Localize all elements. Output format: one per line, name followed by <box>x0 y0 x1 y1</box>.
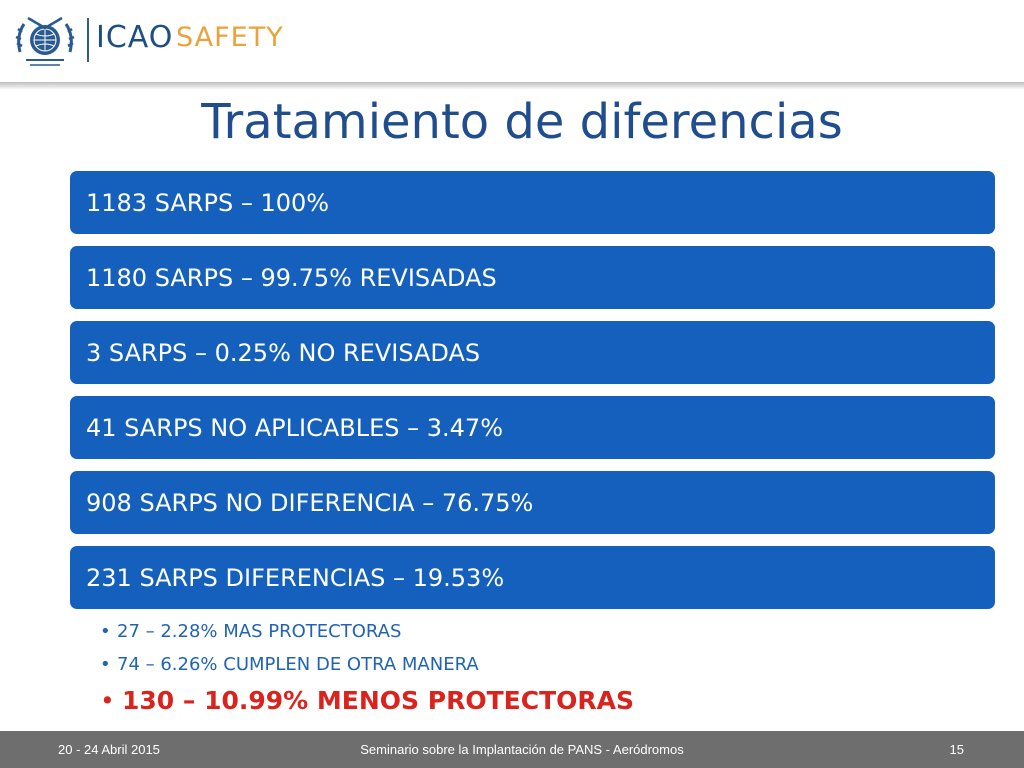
bullet-icon: • <box>100 686 115 715</box>
logo-divider <box>87 18 89 62</box>
differences-breakdown-list: • 27 – 2.28% MAS PROTECTORAS • 74 – 6.26% … <box>100 615 634 721</box>
list-item-text: 130 – 10.99% MENOS PROTECTORAS <box>122 686 634 715</box>
logo-safety-text: SAFETY <box>176 22 284 53</box>
footer-event: Seminario sobre la Implantación de PANS … <box>360 742 684 757</box>
slide-header: ICAO SAFETY <box>0 0 1024 82</box>
list-item: • 74 – 6.26% CUMPLEN DE OTRA MANERA <box>100 648 634 681</box>
bar-no-difference: 908 SARPS NO DIFERENCIA – 76.75% <box>70 471 995 534</box>
bullet-icon: • <box>100 621 111 642</box>
sarps-bar-list: 1183 SARPS – 100% 1180 SARPS – 99.75% RE… <box>70 171 995 621</box>
un-emblem-icon <box>15 16 75 66</box>
slide-footer: 20 - 24 Abril 2015 Seminario sobre la Im… <box>0 731 1024 768</box>
header-shadow <box>0 82 1024 90</box>
bar-differences: 231 SARPS DIFERENCIAS – 19.53% <box>70 546 995 609</box>
footer-date: 20 - 24 Abril 2015 <box>58 742 160 757</box>
logo-icao-text: ICAO <box>96 20 174 55</box>
slide-title: Tratamiento de diferencias <box>201 94 843 150</box>
list-item-highlight: • 130 – 10.99% MENOS PROTECTORAS <box>100 681 634 721</box>
page-number: 15 <box>949 742 964 757</box>
list-item-text: 27 – 2.28% MAS PROTECTORAS <box>117 621 402 642</box>
list-item-text: 74 – 6.26% CUMPLEN DE OTRA MANERA <box>117 654 479 675</box>
bar-total: 1183 SARPS – 100% <box>70 171 995 234</box>
list-item: • 27 – 2.28% MAS PROTECTORAS <box>100 615 634 648</box>
bar-reviewed: 1180 SARPS – 99.75% REVISADAS <box>70 246 995 309</box>
bar-not-reviewed: 3 SARPS – 0.25% NO REVISADAS <box>70 321 995 384</box>
bullet-icon: • <box>100 654 111 675</box>
bar-not-applicable: 41 SARPS NO APLICABLES – 3.47% <box>70 396 995 459</box>
